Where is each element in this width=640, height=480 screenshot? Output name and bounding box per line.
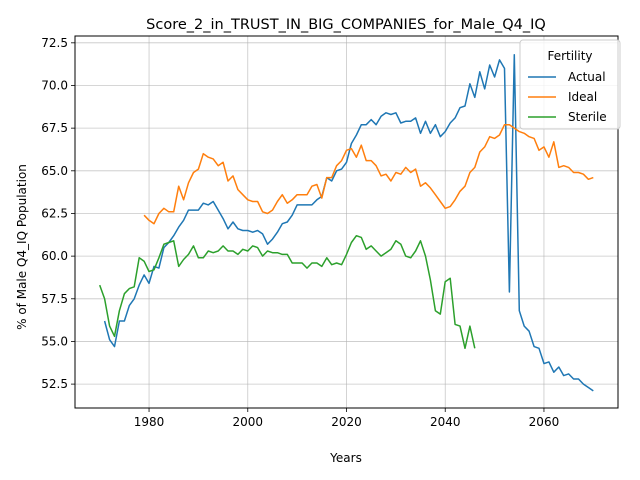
legend-label-actual: Actual — [568, 70, 606, 84]
series-lines — [98, 54, 594, 392]
y-axis-ticks: 52.5 55.0 57.5 60.0 62.5 65.0 67.5 70.0 72.5 — [41, 36, 75, 391]
x-axis-ticks: 1980 2000 2020 2040 2060 — [134, 408, 559, 429]
y-tick-label: 67.5 — [41, 121, 68, 135]
legend-title: Fertility — [547, 49, 592, 63]
x-axis-label: Years — [329, 451, 362, 465]
y-tick-label: 72.5 — [41, 36, 68, 50]
x-tick-label: 2020 — [331, 415, 362, 429]
y-tick-label: 55.0 — [41, 334, 68, 348]
series-line-ideal — [143, 123, 594, 225]
chart-title: Score_2_in_TRUST_IN_BIG_COMPANIES_for_Ma… — [146, 17, 546, 33]
legend: Fertility Actual Ideal Sterile — [519, 39, 621, 130]
y-tick-label: 62.5 — [41, 206, 68, 220]
y-tick-label: 52.5 — [41, 377, 68, 391]
y-axis-label: % of Male Q4_IQ Population — [15, 164, 29, 330]
legend-label-ideal: Ideal — [568, 90, 597, 104]
legend-box — [519, 39, 621, 130]
x-tick-label: 2040 — [430, 415, 461, 429]
y-tick-label: 60.0 — [41, 249, 68, 263]
x-tick-label: 2060 — [529, 415, 560, 429]
y-tick-label: 65.0 — [41, 164, 68, 178]
y-tick-label: 70.0 — [41, 78, 68, 92]
x-tick-label: 1980 — [134, 415, 165, 429]
x-tick-label: 2000 — [232, 415, 263, 429]
y-tick-label: 57.5 — [41, 292, 68, 306]
series-line-sterile — [98, 234, 476, 350]
legend-label-sterile: Sterile — [568, 110, 607, 124]
series-line-actual — [103, 54, 594, 392]
